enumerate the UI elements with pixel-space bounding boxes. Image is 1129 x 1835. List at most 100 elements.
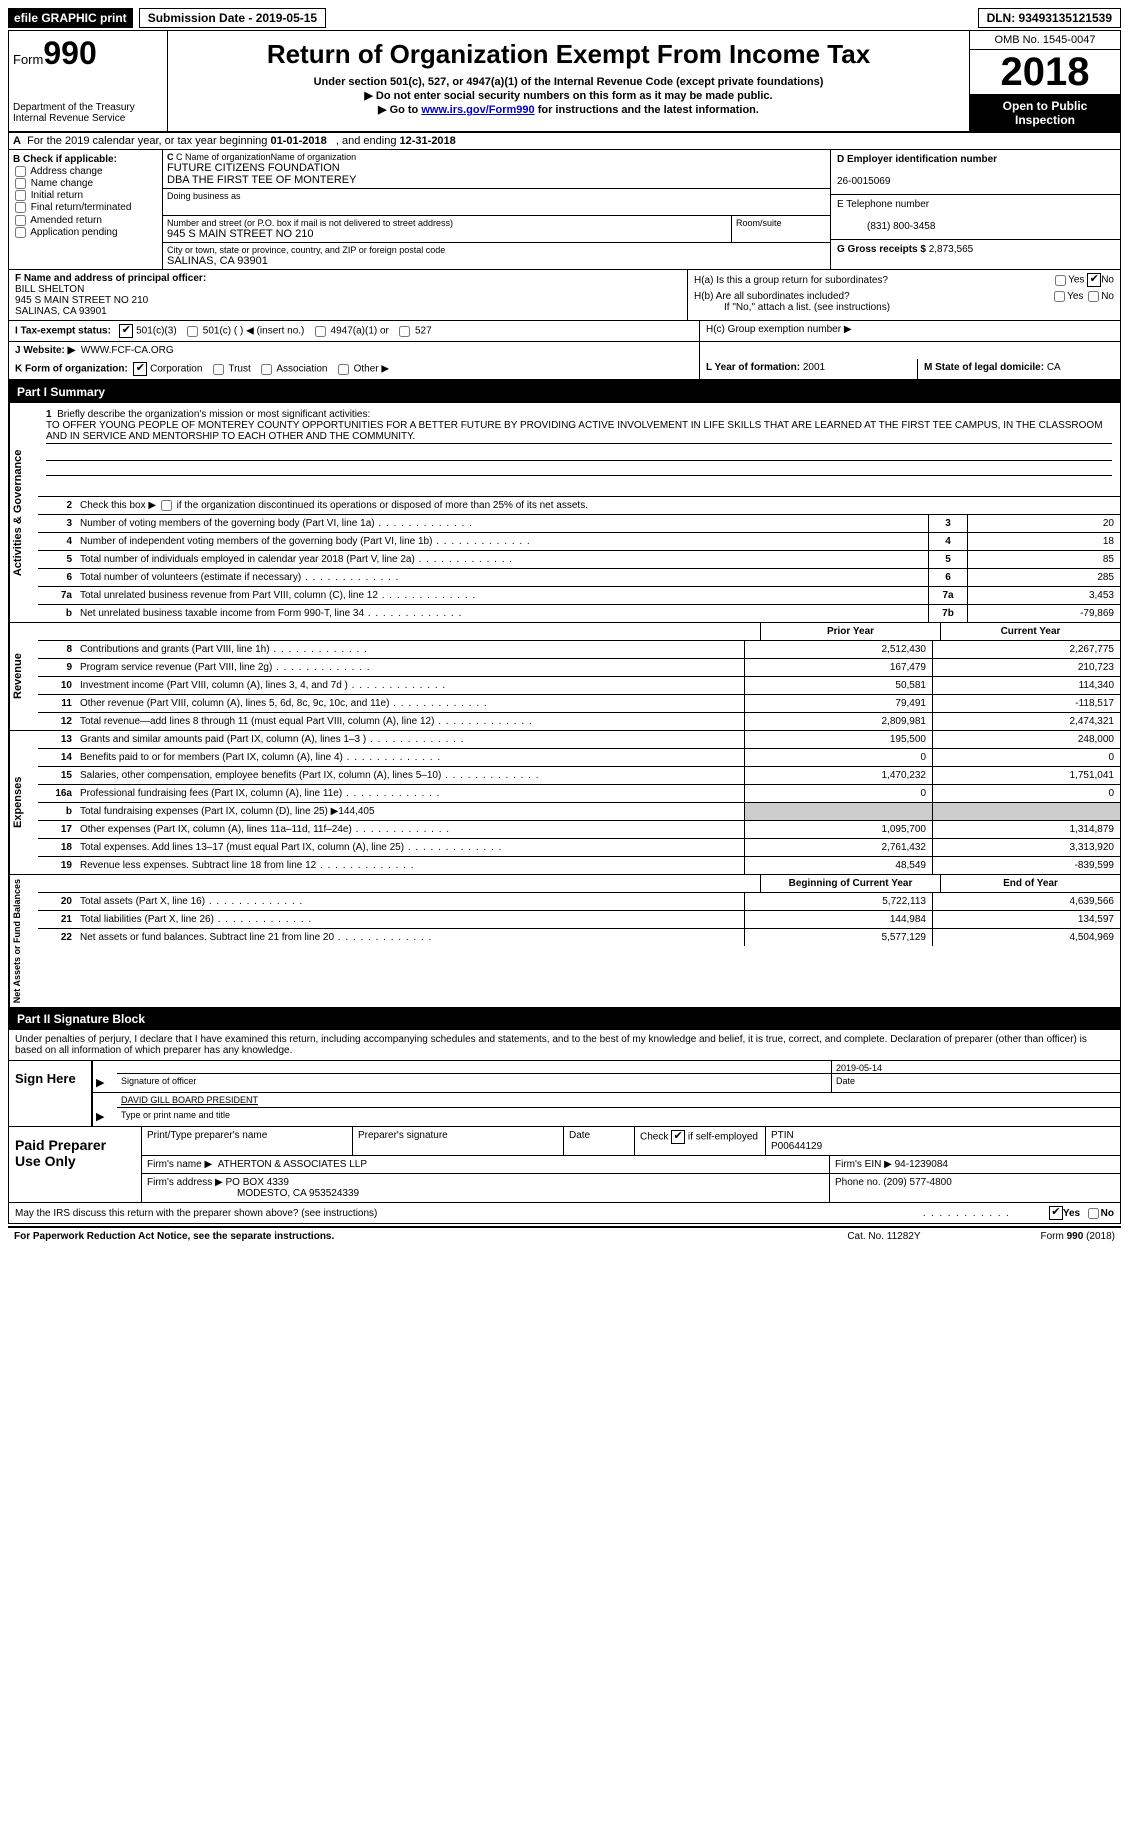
table-row: 8 Contributions and grants (Part VIII, l… [38, 641, 1120, 659]
cb-501c3[interactable]: ✔ [119, 324, 133, 338]
officer-label: F Name and address of principal officer: [15, 273, 206, 284]
form-org-row: K Form of organization: ✔ Corporation Tr… [8, 359, 1121, 381]
gross-value: 2,873,565 [929, 244, 974, 255]
cb-discuss-no[interactable] [1088, 1208, 1099, 1219]
side-governance: Activities & Governance [9, 403, 38, 622]
sign-here-label: Sign Here [9, 1060, 93, 1126]
website-row: J Website: ▶ WWW.FCF-CA.ORG [8, 342, 1121, 359]
subtitle-2: Do not enter social security numbers on … [176, 89, 961, 102]
arrow-icon: ▶ [93, 1073, 117, 1092]
cb-final-return[interactable]: Final return/terminated [13, 202, 158, 213]
table-row: 16a Professional fundraising fees (Part … [38, 785, 1120, 803]
cb-address-change[interactable]: Address change [13, 166, 158, 177]
ein-value: 26-0015069 [837, 176, 890, 187]
arrow-icon: ▶ [93, 1107, 117, 1126]
addr-label: Number and street (or P.O. box if mail i… [167, 218, 727, 228]
cb-association[interactable] [261, 364, 272, 375]
cb-corporation[interactable]: ✔ [133, 362, 147, 376]
dba-label: Doing business as [167, 191, 826, 201]
table-row: 18 Total expenses. Add lines 13–17 (must… [38, 839, 1120, 857]
cb-discontinued[interactable] [161, 500, 172, 511]
street-address: 945 S MAIN STREET NO 210 [167, 228, 727, 240]
end-year-head: End of Year [940, 875, 1120, 892]
table-row: 17 Other expenses (Part IX, column (A), … [38, 821, 1120, 839]
tax-year: 2018 [970, 50, 1120, 95]
cb-501c[interactable] [187, 326, 198, 337]
table-row: 11 Other revenue (Part VIII, column (A),… [38, 695, 1120, 713]
domicile-label: M State of legal domicile: [924, 362, 1044, 373]
table-row: 19 Revenue less expenses. Subtract line … [38, 857, 1120, 874]
form-title: Return of Organization Exempt From Incom… [176, 39, 961, 70]
entity-block: B Check if applicable: Address change Na… [8, 150, 1121, 270]
prep-date-head: Date [564, 1127, 635, 1155]
table-row: 13 Grants and similar amounts paid (Part… [38, 731, 1120, 749]
tax-status-row: I Tax-exempt status: ✔ 501(c)(3) 501(c) … [8, 321, 1121, 342]
table-row: b Net unrelated business taxable income … [38, 605, 1120, 622]
form-header: Form990 Department of the Treasury Inter… [8, 30, 1121, 133]
subtitle-3: Go to www.irs.gov/Form990 for instructio… [176, 103, 961, 116]
phone-label: E Telephone number [837, 199, 929, 210]
open-inspection: Open to Public Inspection [970, 95, 1120, 131]
mission-text: TO OFFER YOUNG PEOPLE OF MONTEREY COUNTY… [46, 420, 1112, 444]
cb-initial-return[interactable]: Initial return [13, 190, 158, 201]
hb-note: If "No," attach a list. (see instruction… [724, 302, 1114, 313]
signature-block: Under penalties of perjury, I declare th… [8, 1030, 1121, 1127]
ha-no[interactable]: ✔ [1087, 273, 1101, 287]
begin-year-head: Beginning of Current Year [760, 875, 940, 892]
hb-no[interactable] [1088, 291, 1099, 302]
year-formation: 2001 [803, 362, 825, 373]
cb-trust[interactable] [213, 364, 224, 375]
year-formation-label: L Year of formation: [706, 362, 800, 373]
table-row: 15 Salaries, other compensation, employe… [38, 767, 1120, 785]
form-page: Form 990 (2018) [1041, 1231, 1115, 1242]
cb-discuss-yes[interactable]: ✔ [1049, 1206, 1063, 1220]
table-row: 4 Number of independent voting members o… [38, 533, 1120, 551]
expenses-section: Expenses 13 Grants and similar amounts p… [8, 731, 1121, 875]
cb-self-employed[interactable]: ✔ [671, 1130, 685, 1144]
part-1-header: Part I Summary [8, 381, 1121, 403]
ha-yes[interactable] [1055, 275, 1066, 286]
city-state-zip: SALINAS, CA 93901 [167, 255, 826, 267]
side-revenue: Revenue [9, 623, 38, 730]
name-title-label: Type or print name and title [117, 1107, 1120, 1126]
table-row: 10 Investment income (Part VIII, column … [38, 677, 1120, 695]
gross-label: G Gross receipts $ [837, 244, 926, 255]
hb-yes[interactable] [1054, 291, 1065, 302]
instructions-link[interactable]: www.irs.gov/Form990 [421, 104, 534, 116]
cat-no: Cat. No. 11282Y [847, 1231, 920, 1242]
revenue-section: Revenue Prior Year Current Year 8 Contri… [8, 623, 1121, 731]
table-row: 12 Total revenue—add lines 8 through 11 … [38, 713, 1120, 730]
domicile: CA [1047, 362, 1061, 373]
dln: DLN: 93493135121539 [978, 8, 1121, 28]
penalties-text: Under penalties of perjury, I declare th… [9, 1030, 1120, 1060]
table-row: 14 Benefits paid to or for members (Part… [38, 749, 1120, 767]
cb-amended[interactable]: Amended return [13, 215, 158, 226]
paperwork-notice: For Paperwork Reduction Act Notice, see … [14, 1231, 847, 1242]
prep-sig-head: Preparer's signature [353, 1127, 564, 1155]
cb-other[interactable] [338, 364, 349, 375]
website-value: WWW.FCF-CA.ORG [81, 345, 174, 356]
side-net-assets: Net Assets or Fund Balances [9, 875, 38, 1007]
efile-label: efile GRAPHIC print [8, 8, 133, 28]
cb-application-pending[interactable]: Application pending [13, 227, 158, 238]
org-name-label: C C Name of organizationName of organiza… [167, 152, 826, 162]
discuss-row: May the IRS discuss this return with the… [8, 1203, 1121, 1224]
table-row: 22 Net assets or fund balances. Subtract… [38, 929, 1120, 946]
footer-bar: For Paperwork Reduction Act Notice, see … [8, 1226, 1121, 1245]
sig-date-label: Date [831, 1073, 1120, 1092]
submission-date: Submission Date - 2019-05-15 [139, 8, 326, 28]
cb-527[interactable] [399, 326, 410, 337]
table-row: b Total fundraising expenses (Part IX, c… [38, 803, 1120, 821]
line-2-desc: Check this box ▶ if the organization dis… [76, 497, 1120, 514]
sig-officer-label: Signature of officer [117, 1073, 831, 1092]
table-row: 6 Total number of volunteers (estimate i… [38, 569, 1120, 587]
hc-label: H(c) Group exemption number ▶ [700, 321, 1120, 341]
cb-4947[interactable] [315, 326, 326, 337]
firm-ein-cell: Firm's EIN ▶ 94-1239084 [830, 1156, 1120, 1173]
prior-year-head: Prior Year [760, 623, 940, 640]
officer-value: BILL SHELTON 945 S MAIN STREET NO 210 SA… [15, 284, 148, 317]
cb-name-change[interactable]: Name change [13, 178, 158, 189]
hb-label: H(b) Are all subordinates included? [694, 291, 1052, 302]
checkbox-column: B Check if applicable: Address change Na… [9, 150, 163, 269]
row-i-label: I Tax-exempt status: [15, 326, 111, 337]
